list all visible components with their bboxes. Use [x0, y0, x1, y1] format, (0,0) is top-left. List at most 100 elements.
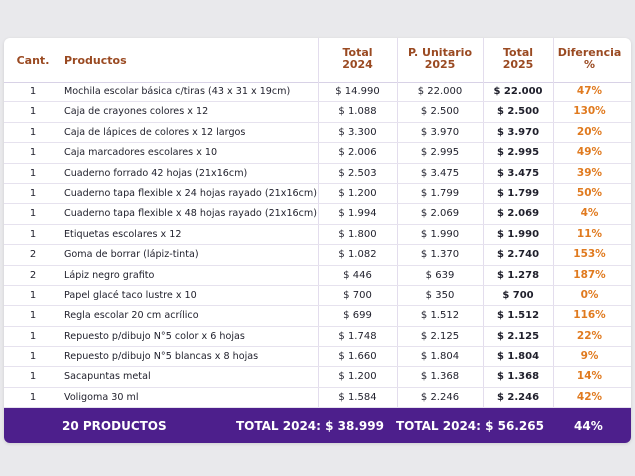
header-total-2024-line1: Total	[342, 46, 373, 59]
table-row: 1 Cuaderno forrado 42 hojas (21x16cm) $ 2.…	[4, 164, 631, 184]
cell-producto: Cuaderno forrado 42 hojas (21x16cm)	[64, 167, 248, 179]
header-diferencia-line2: %	[583, 58, 596, 71]
header-total-2024-line2: 2024	[342, 58, 373, 71]
cell-cant: 1	[29, 330, 37, 342]
cell-producto: Repuesto p/dibujo N°5 color x 6 hojas	[64, 330, 245, 342]
header-total-2025-line1: Total	[502, 46, 534, 59]
table-row: 1 Mochila escolar básica c/tiras (43 x 31…	[4, 82, 631, 103]
cell-total-2024: $ 14.990	[335, 86, 380, 97]
cell-total-2024: $ 1.660	[338, 351, 377, 363]
column-divider	[553, 38, 554, 408]
header-diferencia: Diferencia %	[553, 47, 626, 71]
column-divider	[483, 38, 484, 408]
cell-producto: Mochila escolar básica c/tiras (43 x 31 …	[64, 86, 291, 97]
cell-cant: 1	[29, 391, 37, 403]
cell-unit-price-2025: $ 1.804	[420, 351, 460, 363]
table-body: 1 Mochila escolar básica c/tiras (43 x 31…	[4, 82, 631, 429]
cell-producto: Voligoma 30 ml	[64, 391, 139, 403]
table-header: Cant. Productos Total 2024 P. Unitario 2…	[4, 38, 631, 83]
cell-producto: Caja marcadores escolares x 10	[64, 147, 218, 159]
cell-diferencia: 0%	[580, 288, 599, 301]
cell-producto: Repuesto p/dibujo N°5 blancas x 8 hojas	[64, 351, 259, 363]
cell-diferencia: 42%	[576, 390, 603, 403]
header-unit-price-2025: P. Unitario 2025	[397, 47, 483, 71]
cell-total-2025: $ 2.246	[496, 391, 540, 403]
cell-total-2025: $ 1.278	[496, 269, 540, 281]
cell-unit-price-2025: $ 2.995	[420, 147, 460, 159]
cell-total-2025: $ 3.475	[496, 167, 540, 179]
cell-total-2025: $ 22.000	[493, 86, 543, 97]
table-row: 1 Papel glacé taco lustre x 10 $ 700 $ 350 $…	[4, 286, 631, 307]
footer-product-count: 20 PRODUCTOS	[62, 419, 167, 433]
cell-total-2025: $ 2.500	[496, 106, 540, 118]
cell-cant: 1	[29, 371, 37, 383]
cell-producto: Lápiz negro grafito	[64, 269, 155, 281]
table-row: 1 Regla escolar 20 cm acrílico $ 699 $ 1.51…	[4, 306, 631, 327]
header-unit-price-2025-line2: 2025	[424, 58, 456, 71]
cell-total-2024: $ 1.584	[338, 391, 377, 403]
cell-total-2024: $ 1.200	[338, 187, 377, 199]
footer-total-2025: TOTAL 2024: $ 56.265	[396, 419, 544, 433]
cell-total-2024: $ 2.006	[338, 147, 377, 159]
cell-unit-price-2025: $ 22.000	[417, 86, 463, 97]
cell-producto: Sacapuntas metal	[64, 371, 151, 383]
cell-unit-price-2025: $ 1.512	[420, 310, 460, 322]
cell-total-2024: $ 700	[343, 289, 372, 301]
table-row: 1 Cuaderno tapa flexible x 48 hojas rayad…	[4, 204, 631, 225]
table-row: 1 Etiquetas escolares x 12 $ 1.800 $ 1.990 $…	[4, 225, 631, 246]
cell-total-2024: $ 3.300	[338, 126, 377, 138]
cell-diferencia: 187%	[573, 268, 606, 281]
header-cant: Cant.	[16, 54, 50, 67]
price-table: Cant. Productos Total 2024 P. Unitario 2…	[4, 38, 631, 443]
table-row: 1 Voligoma 30 ml $ 1.584 $ 2.246 $ 2.246 42%	[4, 388, 631, 409]
cell-diferencia: 39%	[576, 166, 603, 179]
column-divider	[397, 38, 398, 408]
cell-cant: 1	[29, 106, 37, 118]
table-row: 1 Caja de crayones colores x 12 $ 1.088 $ 2…	[4, 102, 631, 123]
cell-total-2025: $ 2.069	[496, 208, 540, 220]
table-row: 1 Caja marcadores escolares x 10 $ 2.006 $ …	[4, 143, 631, 164]
footer-total-2024: TOTAL 2024: $ 38.999	[236, 419, 384, 433]
cell-total-2024: $ 446	[343, 269, 372, 281]
cell-unit-price-2025: $ 1.368	[420, 371, 460, 383]
cell-diferencia: 50%	[576, 186, 603, 199]
cell-producto: Caja de crayones colores x 12	[64, 106, 209, 118]
cell-diferencia: 22%	[576, 329, 603, 342]
header-total-2025-line2: 2025	[502, 58, 534, 71]
cell-producto: Cuaderno tapa flexible x 24 hojas rayado…	[64, 187, 318, 199]
cell-total-2025: $ 1.368	[496, 371, 540, 383]
cell-unit-price-2025: $ 2.500	[420, 106, 460, 118]
cell-cant: 2	[29, 269, 37, 281]
cell-cant: 1	[29, 310, 37, 322]
cell-unit-price-2025: $ 2.069	[420, 208, 460, 220]
cell-cant: 1	[29, 147, 37, 159]
cell-diferencia: 130%	[573, 105, 606, 118]
cell-diferencia: 153%	[573, 248, 606, 261]
footer-difference-pct: 44%	[574, 419, 603, 433]
cell-producto: Regla escolar 20 cm acrílico	[64, 310, 199, 322]
cell-total-2025: $ 2.740	[496, 249, 540, 261]
cell-producto: Etiquetas escolares x 12	[64, 228, 182, 240]
cell-cant: 1	[29, 289, 37, 301]
column-divider	[318, 38, 319, 408]
cell-total-2025: $ 1.990	[496, 228, 540, 240]
cell-producto: Caja de lápices de colores x 12 largos	[64, 126, 246, 138]
cell-unit-price-2025: $ 3.970	[420, 126, 460, 138]
cell-total-2024: $ 699	[343, 310, 372, 322]
cell-diferencia: 14%	[576, 370, 603, 383]
table-row: 1 Repuesto p/dibujo N°5 blancas x 8 hojas…	[4, 347, 631, 368]
cell-total-2024: $ 2.503	[338, 167, 377, 179]
cell-total-2024: $ 1.088	[338, 106, 377, 118]
cell-cant: 1	[29, 187, 37, 199]
table-row: 2 Lápiz negro grafito $ 446 $ 639 $ 1.278 187…	[4, 266, 631, 286]
cell-unit-price-2025: $ 350	[425, 289, 455, 301]
table-row: 1 Repuesto p/dibujo N°5 color x 6 hojas $ …	[4, 327, 631, 348]
cell-total-2025: $ 2.995	[496, 147, 540, 159]
header-diferencia-line1: Diferencia	[557, 46, 622, 59]
cell-diferencia: 11%	[576, 227, 603, 240]
cell-unit-price-2025: $ 1.370	[420, 249, 460, 261]
table-row: 1 Cuaderno tapa flexible x 24 hojas rayad…	[4, 184, 631, 205]
cell-cant: 2	[29, 249, 37, 261]
cell-diferencia: 49%	[576, 146, 603, 159]
table-row: 1 Sacapuntas metal $ 1.200 $ 1.368 $ 1.368 14…	[4, 367, 631, 388]
